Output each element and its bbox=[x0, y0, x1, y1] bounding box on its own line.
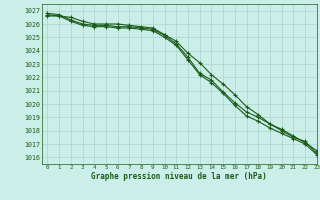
X-axis label: Graphe pression niveau de la mer (hPa): Graphe pression niveau de la mer (hPa) bbox=[91, 172, 267, 181]
